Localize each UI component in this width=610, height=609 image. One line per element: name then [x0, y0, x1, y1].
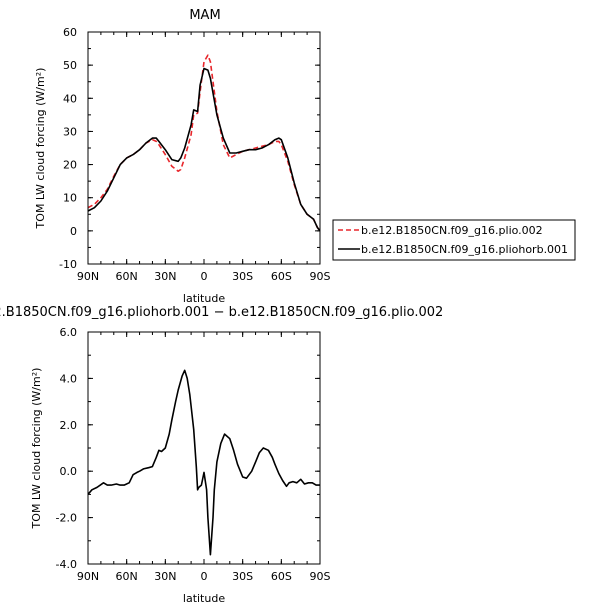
bottom-lines [87, 369, 320, 556]
legend-box [332, 219, 576, 261]
legend-label-plio: b.e12.B1850CN.f09_g16.plio.002 [361, 224, 543, 237]
bottom-ticks: 90N 60N 30N 0 30S 60S 90S -4.0 -2.0 0.0 2.0 4.0 6.0 [56, 326, 331, 583]
top-ytick-label: 0 [70, 225, 77, 238]
top-ticks: 90N 60N 30N 0 30S 60S 90S -10 0 10 20 30 40 50 60 [59, 26, 330, 283]
bottom-xtick-label: 90S [310, 570, 331, 583]
bottom-plot-frame [87, 331, 321, 565]
top-ytick-label: 20 [63, 159, 77, 172]
bottom-xtick-label: 30S [232, 570, 253, 583]
bottom-ytick-label: 2.0 [60, 419, 78, 432]
top-lines [87, 54, 321, 232]
bottom-ytick-label: -4.0 [56, 558, 77, 571]
bottom-ytick-label: 4.0 [60, 372, 78, 385]
bottom-ytick-label: -2.0 [56, 512, 77, 525]
top-series-line-1 [87, 67, 321, 232]
top-xtick-label: 0 [201, 270, 208, 283]
top-xtick-label: 60N [116, 270, 138, 283]
top-xlabel: latitude [183, 292, 225, 305]
bottom-xtick-label: 90N [77, 570, 99, 583]
bottom-title: b.e12.B1850CN.f09_g16.pliohorb.001 − b.e… [0, 305, 443, 320]
bottom-xtick-label: 0 [201, 570, 208, 583]
bottom-series-line-0 [87, 369, 320, 556]
top-panel: MAM 90N 60N 30N 0 30S 60S 90S-100102030405060 … [34, 8, 331, 305]
bottom-ylabel: TOM LW cloud forcing (W/m²) [30, 368, 43, 530]
top-ytick-label: 60 [63, 26, 77, 39]
bottom-xtick-label: 30N [154, 570, 176, 583]
top-plot-frame [87, 31, 321, 265]
top-xtick-label: 90S [310, 270, 331, 283]
top-xtick-label: 30N [154, 270, 176, 283]
bottom-xtick-label: 60S [271, 570, 292, 583]
top-ytick-label: 10 [63, 192, 77, 205]
bottom-xtick-label: 60N [116, 570, 138, 583]
top-xtick-label: 60S [271, 270, 292, 283]
legend: b.e12.B1850CN.f09_g16.plio.002 b.e12.B18… [332, 219, 576, 261]
bottom-ytick-label: 0.0 [60, 465, 78, 478]
top-title: MAM [189, 8, 220, 23]
top-series-line-0 [87, 54, 321, 232]
top-xtick-label: 30S [232, 270, 253, 283]
bottom-xlabel: latitude [183, 592, 225, 605]
top-xtick-label: 90N [77, 270, 99, 283]
bottom-ytick-label: 6.0 [60, 326, 78, 339]
top-ytick-label: 30 [63, 125, 77, 138]
legend-label-pliohorb: b.e12.B1850CN.f09_g16.pliohorb.001 [361, 243, 568, 256]
top-ytick-label: -10 [59, 258, 77, 271]
top-ytick-label: 40 [63, 92, 77, 105]
top-ytick-label: 50 [63, 59, 77, 72]
bottom-panel: b.e12.B1850CN.f09_g16.pliohorb.001 − b.e… [0, 305, 443, 605]
top-ylabel: TOM LW cloud forcing (W/m²) [34, 68, 47, 230]
